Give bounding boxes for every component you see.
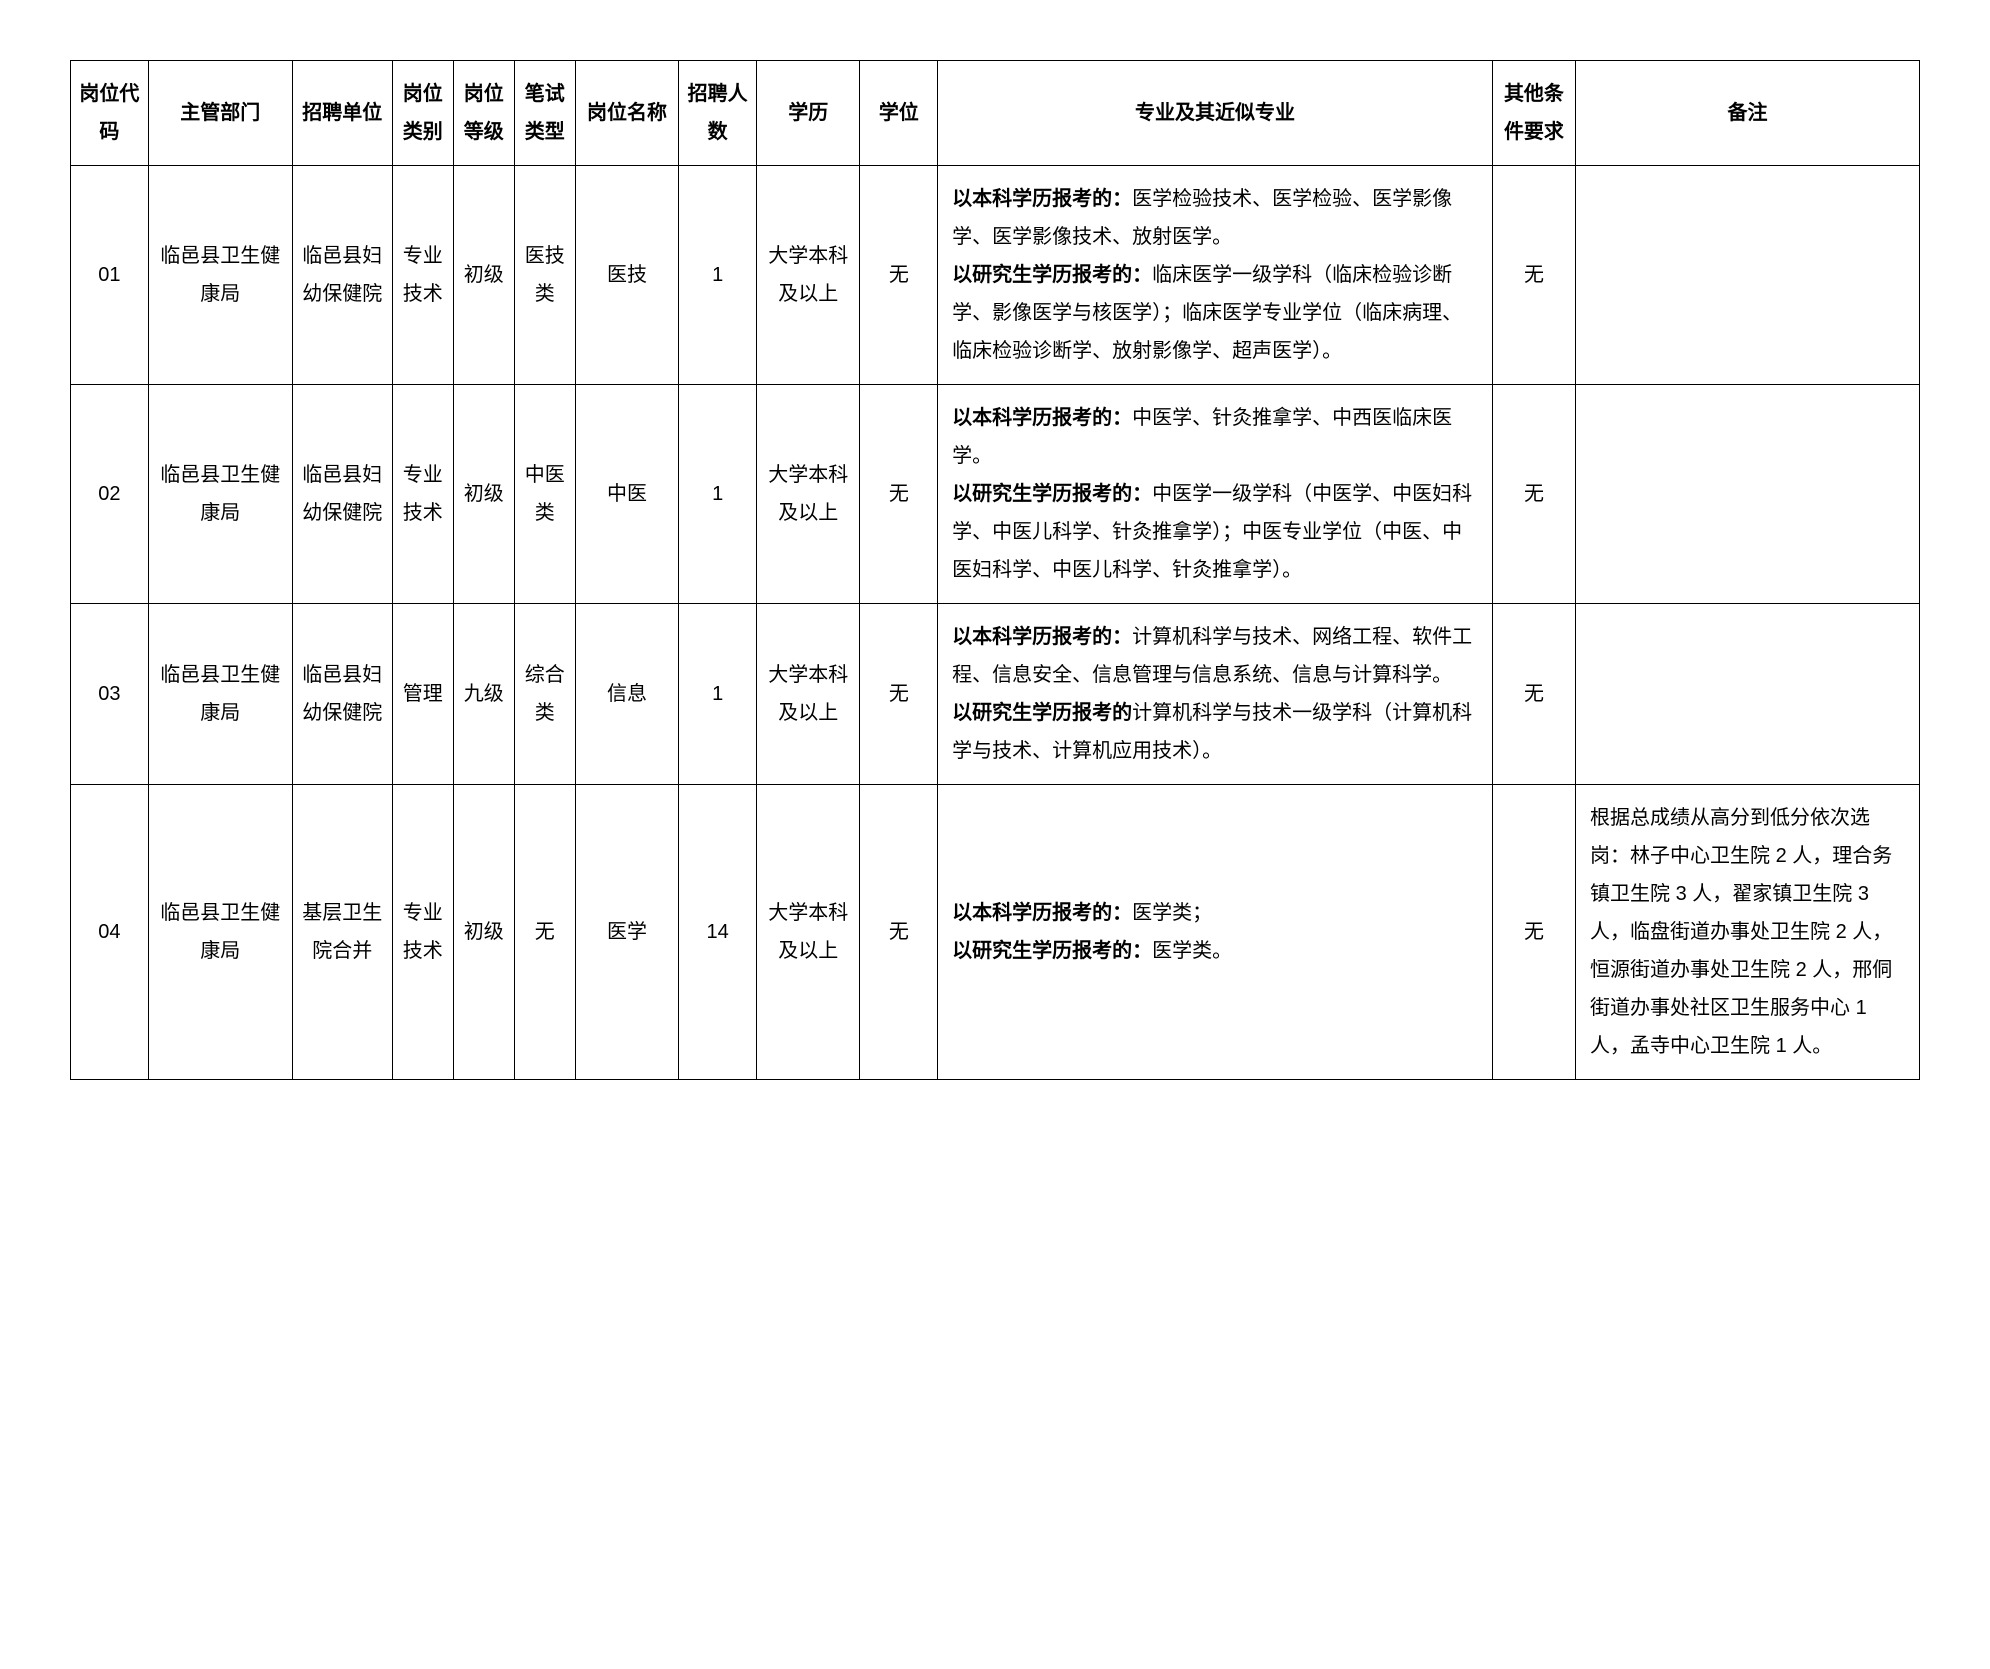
col-code: 岗位代码 bbox=[71, 61, 149, 166]
cell-code: 03 bbox=[71, 604, 149, 785]
col-lvl: 岗位等级 bbox=[453, 61, 514, 166]
cell-pname: 医学 bbox=[575, 785, 679, 1080]
col-dept: 主管部门 bbox=[148, 61, 292, 166]
cell-pname: 医技 bbox=[575, 166, 679, 385]
major-label-grad: 以研究生学历报考的： bbox=[952, 940, 1152, 962]
cell-remark bbox=[1576, 385, 1920, 604]
cell-major: 以本科学历报考的：计算机科学与技术、网络工程、软件工程、信息安全、信息管理与信息… bbox=[938, 604, 1493, 785]
col-degree: 学位 bbox=[860, 61, 938, 166]
cell-pname: 中医 bbox=[575, 385, 679, 604]
col-count: 招聘人数 bbox=[679, 61, 757, 166]
cell-exam: 医技类 bbox=[514, 166, 575, 385]
cell-degree: 无 bbox=[860, 604, 938, 785]
major-label-undergrad: 以本科学历报考的： bbox=[952, 407, 1132, 429]
cell-exam: 中医类 bbox=[514, 385, 575, 604]
major-label-undergrad: 以本科学历报考的： bbox=[952, 902, 1132, 924]
cell-lvl: 初级 bbox=[453, 385, 514, 604]
cell-pname: 信息 bbox=[575, 604, 679, 785]
cell-code: 04 bbox=[71, 785, 149, 1080]
table-header: 岗位代码 主管部门 招聘单位 岗位类别 岗位等级 笔试类型 岗位名称 招聘人数 … bbox=[71, 61, 1920, 166]
major-label-undergrad: 以本科学历报考的： bbox=[952, 188, 1132, 210]
cell-degree: 无 bbox=[860, 166, 938, 385]
table-row: 01临邑县卫生健康局临邑县妇幼保健院专业技术初级医技类医技1大学本科及以上无以本… bbox=[71, 166, 1920, 385]
cell-other: 无 bbox=[1492, 166, 1575, 385]
col-major: 专业及其近似专业 bbox=[938, 61, 1493, 166]
recruitment-table: 岗位代码 主管部门 招聘单位 岗位类别 岗位等级 笔试类型 岗位名称 招聘人数 … bbox=[70, 60, 1920, 1080]
col-pname: 岗位名称 bbox=[575, 61, 679, 166]
cell-edu: 大学本科及以上 bbox=[756, 166, 860, 385]
cell-dept: 临邑县卫生健康局 bbox=[148, 385, 292, 604]
cell-unit: 临邑县妇幼保健院 bbox=[292, 604, 392, 785]
cell-cat: 管理 bbox=[392, 604, 453, 785]
table-row: 03临邑县卫生健康局临邑县妇幼保健院管理九级综合类信息1大学本科及以上无以本科学… bbox=[71, 604, 1920, 785]
cell-cat: 专业技术 bbox=[392, 385, 453, 604]
col-edu: 学历 bbox=[756, 61, 860, 166]
table-body: 01临邑县卫生健康局临邑县妇幼保健院专业技术初级医技类医技1大学本科及以上无以本… bbox=[71, 166, 1920, 1080]
cell-edu: 大学本科及以上 bbox=[756, 385, 860, 604]
col-unit: 招聘单位 bbox=[292, 61, 392, 166]
cell-edu: 大学本科及以上 bbox=[756, 604, 860, 785]
major-label-grad: 以研究生学历报考的： bbox=[952, 483, 1152, 505]
cell-other: 无 bbox=[1492, 385, 1575, 604]
cell-remark bbox=[1576, 166, 1920, 385]
cell-cat: 专业技术 bbox=[392, 166, 453, 385]
table-row: 02临邑县卫生健康局临邑县妇幼保健院专业技术初级中医类中医1大学本科及以上无以本… bbox=[71, 385, 1920, 604]
table-row: 04临邑县卫生健康局基层卫生院合并专业技术初级无医学14大学本科及以上无以本科学… bbox=[71, 785, 1920, 1080]
cell-dept: 临邑县卫生健康局 bbox=[148, 604, 292, 785]
cell-remark: 根据总成绩从高分到低分依次选岗：林子中心卫生院 2 人，理合务镇卫生院 3 人，… bbox=[1576, 785, 1920, 1080]
cell-count: 1 bbox=[679, 604, 757, 785]
cell-count: 1 bbox=[679, 166, 757, 385]
cell-unit: 基层卫生院合并 bbox=[292, 785, 392, 1080]
major-label-undergrad: 以本科学历报考的： bbox=[952, 626, 1132, 648]
col-remark: 备注 bbox=[1576, 61, 1920, 166]
col-cat: 岗位类别 bbox=[392, 61, 453, 166]
cell-other: 无 bbox=[1492, 604, 1575, 785]
cell-lvl: 初级 bbox=[453, 785, 514, 1080]
cell-other: 无 bbox=[1492, 785, 1575, 1080]
cell-exam: 无 bbox=[514, 785, 575, 1080]
cell-degree: 无 bbox=[860, 785, 938, 1080]
cell-dept: 临邑县卫生健康局 bbox=[148, 166, 292, 385]
major-text-grad: 医学类。 bbox=[1152, 940, 1232, 962]
col-other: 其他条件要求 bbox=[1492, 61, 1575, 166]
cell-major: 以本科学历报考的：中医学、针灸推拿学、中西医临床医学。以研究生学历报考的：中医学… bbox=[938, 385, 1493, 604]
cell-count: 1 bbox=[679, 385, 757, 604]
cell-major: 以本科学历报考的：医学检验技术、医学检验、医学影像学、医学影像技术、放射医学。以… bbox=[938, 166, 1493, 385]
cell-lvl: 九级 bbox=[453, 604, 514, 785]
cell-degree: 无 bbox=[860, 385, 938, 604]
cell-major: 以本科学历报考的：医学类； 以研究生学历报考的：医学类。 bbox=[938, 785, 1493, 1080]
major-text-undergrad: 医学类； bbox=[1132, 902, 1212, 924]
cell-cat: 专业技术 bbox=[392, 785, 453, 1080]
col-exam: 笔试类型 bbox=[514, 61, 575, 166]
cell-lvl: 初级 bbox=[453, 166, 514, 385]
cell-exam: 综合类 bbox=[514, 604, 575, 785]
cell-remark bbox=[1576, 604, 1920, 785]
cell-unit: 临邑县妇幼保健院 bbox=[292, 385, 392, 604]
cell-dept: 临邑县卫生健康局 bbox=[148, 785, 292, 1080]
cell-code: 01 bbox=[71, 166, 149, 385]
cell-code: 02 bbox=[71, 385, 149, 604]
major-label-grad: 以研究生学历报考的： bbox=[952, 264, 1152, 286]
cell-unit: 临邑县妇幼保健院 bbox=[292, 166, 392, 385]
major-label-grad: 以研究生学历报考的 bbox=[952, 702, 1132, 724]
cell-edu: 大学本科及以上 bbox=[756, 785, 860, 1080]
cell-count: 14 bbox=[679, 785, 757, 1080]
